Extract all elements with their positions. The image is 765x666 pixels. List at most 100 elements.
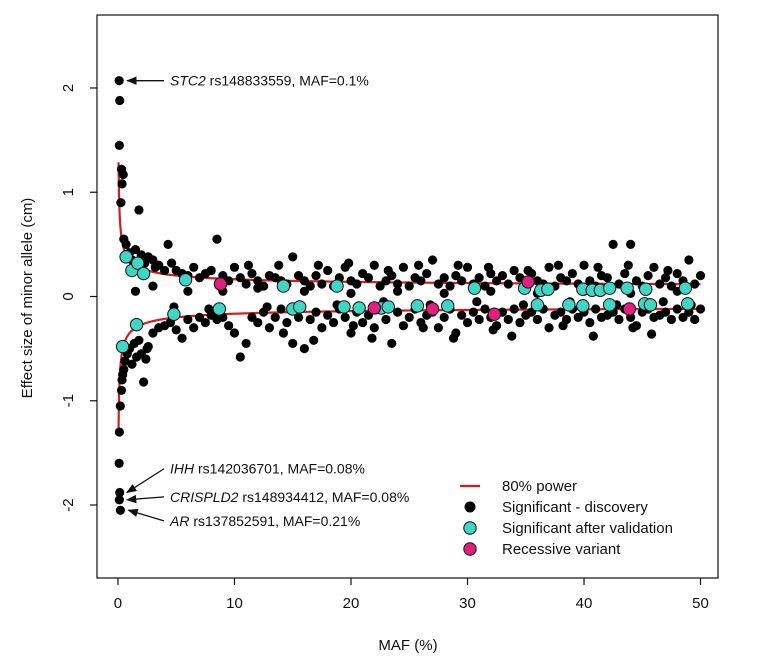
discovery-point	[363, 273, 374, 283]
discovery-point	[114, 140, 124, 150]
discovery-point	[346, 288, 356, 298]
validation-point	[410, 299, 425, 313]
annotation-label: AR rs137852591, MAF=0.21%	[169, 513, 360, 529]
discovery-point	[579, 260, 589, 270]
discovery-point	[159, 265, 170, 276]
discovery-point	[608, 239, 618, 249]
validation-point	[293, 300, 307, 314]
discovery-point	[120, 356, 130, 366]
annotation-arrow	[127, 508, 165, 522]
discovery-point	[127, 359, 137, 369]
discovery-point	[515, 317, 525, 328]
discovery-point	[666, 314, 677, 325]
discovery-point	[119, 364, 129, 375]
discovery-point	[544, 262, 554, 272]
discovery-point	[593, 262, 603, 272]
x-tick-label: 20	[343, 595, 360, 612]
discovery-point	[472, 297, 482, 307]
discovery-point	[115, 487, 125, 498]
legend-validation-swatch	[463, 521, 477, 535]
discovery-point	[433, 323, 443, 333]
legend-discovery-swatch	[464, 501, 476, 513]
discovery-point	[323, 310, 333, 320]
discovery-point	[558, 321, 568, 331]
annotation-detail: rs148833559, MAF=0.1%	[206, 73, 369, 89]
legend-power-label: 80% power	[502, 478, 577, 495]
validation-point	[330, 279, 344, 293]
validation-point	[178, 273, 193, 287]
discovery-point	[503, 279, 513, 289]
discovery-point	[134, 335, 144, 345]
recessive-point	[367, 301, 381, 315]
discovery-point	[488, 325, 498, 335]
y-tick-label: 0	[60, 292, 77, 300]
discovery-point	[328, 317, 339, 328]
discovery-point	[398, 262, 409, 272]
discovery-point	[293, 312, 304, 322]
legend-recessive-swatch	[463, 542, 477, 556]
discovery-point	[352, 279, 362, 289]
discovery-point	[274, 260, 284, 270]
discovery-point	[340, 312, 350, 322]
discovery-point	[305, 314, 315, 325]
validation-point	[441, 299, 455, 313]
y-tick-label: 1	[60, 188, 77, 196]
data-points	[114, 76, 706, 515]
discovery-point	[660, 273, 671, 283]
validation-point	[678, 281, 693, 295]
discovery-point	[270, 312, 280, 322]
discovery-point	[561, 276, 572, 286]
discovery-point	[614, 314, 624, 325]
discovery-point	[282, 317, 292, 328]
discovery-point	[457, 276, 467, 286]
recessive-point	[487, 307, 501, 321]
discovery-point	[262, 302, 272, 312]
discovery-point	[253, 283, 263, 293]
validation-point	[131, 256, 145, 270]
annotation-gene: IHH	[170, 461, 195, 477]
discovery-point	[367, 333, 377, 343]
discovery-point	[556, 307, 566, 317]
discovery-point	[224, 321, 234, 331]
discovery-point	[690, 314, 700, 325]
discovery-point	[544, 323, 554, 333]
discovery-point	[344, 258, 354, 268]
discovery-point	[114, 458, 124, 468]
discovery-point	[235, 352, 245, 362]
discovery-point	[243, 260, 254, 270]
discovery-point	[264, 323, 275, 333]
x-tick-label: 50	[692, 595, 709, 612]
validation-point	[276, 279, 291, 293]
discovery-point	[628, 323, 638, 333]
discovery-point	[457, 310, 467, 320]
validation-point	[381, 300, 395, 314]
discovery-point	[462, 262, 473, 272]
validation-point	[681, 297, 695, 311]
discovery-point	[433, 279, 443, 289]
discovery-point	[439, 312, 449, 322]
validation-point	[643, 298, 658, 312]
power-curves	[117, 162, 701, 431]
discovery-point	[369, 323, 379, 333]
validation-point	[602, 298, 617, 312]
discovery-point	[247, 268, 257, 279]
discovery-point	[204, 304, 214, 314]
x-tick-label: 30	[459, 595, 476, 612]
axis-ticks: 0 10 20 30 40 50 -2 -1 0 1 2	[60, 84, 709, 612]
discovery-point	[585, 317, 595, 328]
discovery-point	[134, 205, 144, 215]
validation-point	[602, 281, 617, 295]
x-tick-label: 10	[226, 595, 243, 612]
discovery-point	[177, 333, 187, 343]
discovery-point	[439, 273, 449, 283]
discovery-point	[509, 304, 519, 314]
discovery-point	[690, 279, 700, 289]
discovery-point	[453, 260, 463, 270]
discovery-point	[381, 314, 391, 325]
annotation-arrow	[125, 494, 165, 504]
validation-point	[136, 266, 151, 281]
discovery-point	[288, 338, 298, 349]
legend-discovery-label: Significant - discovery	[502, 499, 648, 516]
discovery-point	[114, 76, 124, 86]
